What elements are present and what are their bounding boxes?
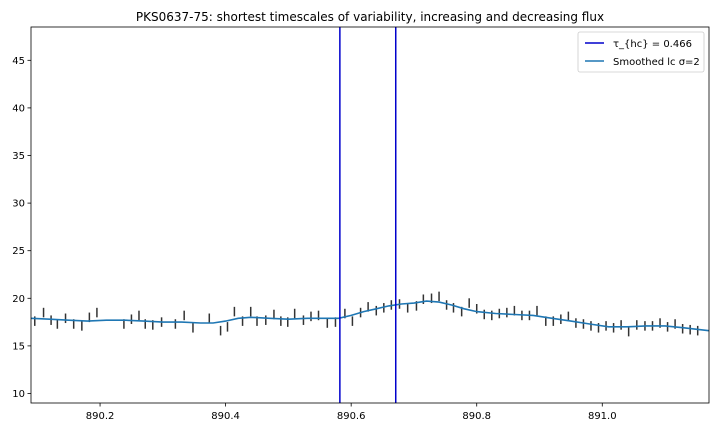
series-line-smoothed-0 bbox=[30, 300, 710, 332]
legend-label-vline: τ_{hc} = 0.466 bbox=[613, 39, 692, 50]
chart-title: PKS0637-75: shortest timescales of varia… bbox=[136, 10, 604, 24]
x-tick-label-1: 890.4 bbox=[211, 411, 240, 422]
legend: τ_{hc} = 0.466 Smoothed lc σ=2 bbox=[577, 31, 705, 73]
y-tick-label-3: 25 bbox=[12, 246, 25, 257]
x-tick-label-3: 890.8 bbox=[462, 411, 491, 422]
y-tick-label-1: 15 bbox=[12, 341, 25, 352]
plot-area bbox=[30, 27, 710, 403]
y-tick-label-2: 20 bbox=[12, 294, 25, 305]
y-tick-label-0: 10 bbox=[12, 389, 25, 400]
x-tick-label-4: 891.0 bbox=[588, 411, 617, 422]
x-tick-label-2: 890.6 bbox=[337, 411, 366, 422]
legend-label-smoothed: Smoothed lc σ=2 bbox=[613, 57, 700, 68]
legend-box bbox=[577, 31, 705, 73]
plot-frame bbox=[30, 26, 710, 404]
y-tick-label-5: 35 bbox=[12, 151, 25, 162]
x-tick-label-0: 890.2 bbox=[86, 411, 115, 422]
y-tick-label-6: 40 bbox=[12, 103, 25, 114]
axes: 890.2 890.4 890.6 890.8 891.0 10 15 20 25 30 35 40 4… bbox=[12, 56, 616, 422]
y-tick-label-7: 45 bbox=[12, 56, 25, 67]
y-tick-label-4: 30 bbox=[12, 199, 25, 210]
